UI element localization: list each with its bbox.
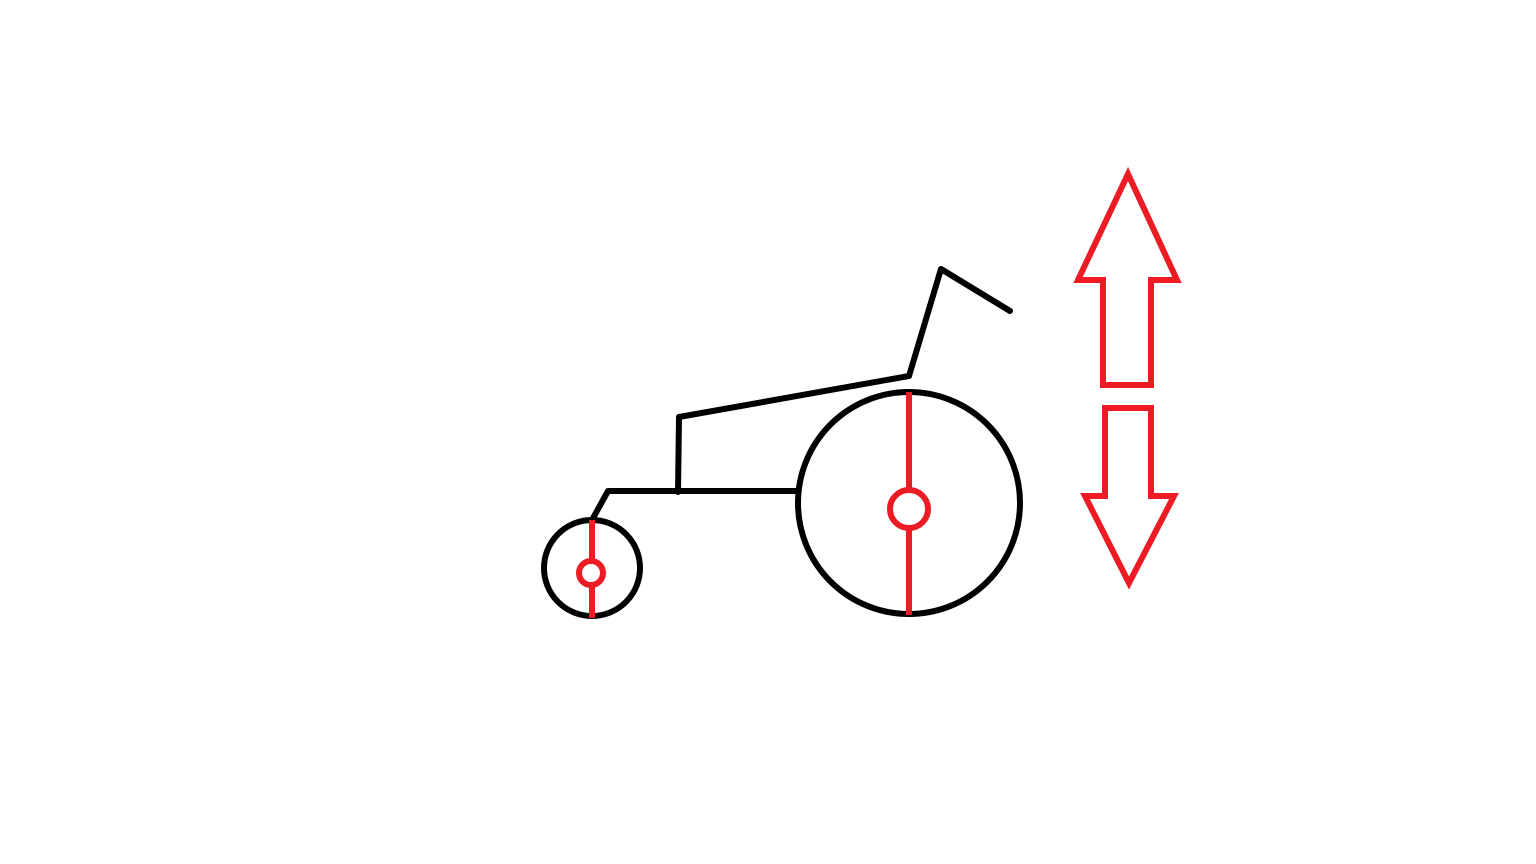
front-wheel-hub [576,558,606,588]
rear-wheel-hub [887,487,931,531]
wheelchair-frame [589,266,1013,523]
seat-and-footrest-rail [589,488,801,523]
front-caster-wheel [541,517,643,619]
seat-support-post [675,414,682,495]
adjust-down-arrow-icon [1080,405,1179,590]
seat-back-rail [676,373,912,420]
rear-wheel [795,389,1023,617]
adjust-up-arrow-icon [1073,166,1182,388]
height-adjust-indicator [1073,166,1182,590]
backrest-with-push-handle [906,266,1013,379]
